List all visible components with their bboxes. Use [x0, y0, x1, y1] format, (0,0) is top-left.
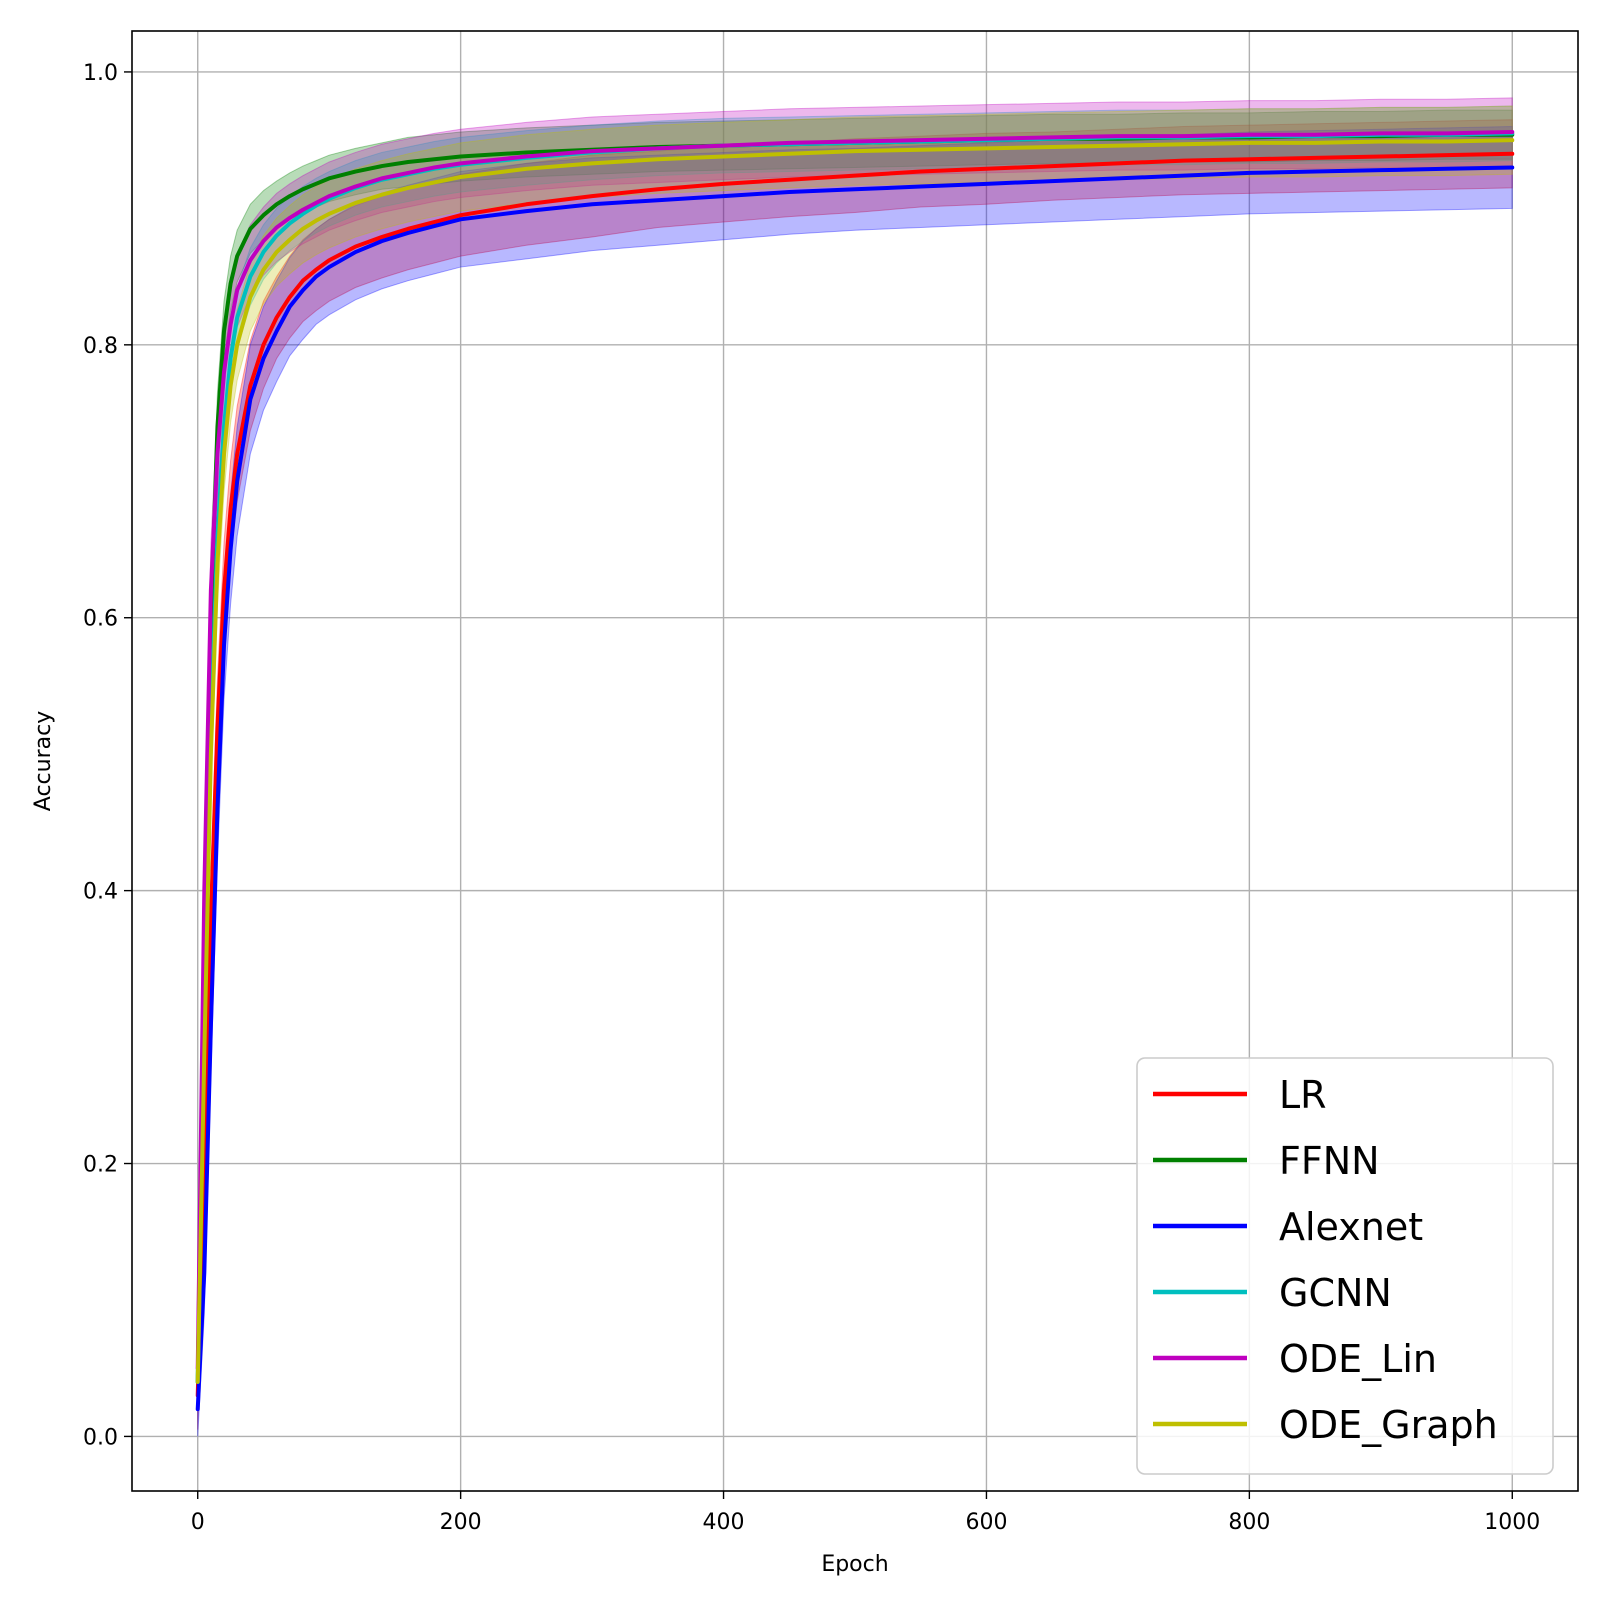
y-tick-label: 1.0	[83, 61, 118, 86]
x-tick-label: 800	[1228, 1510, 1270, 1535]
y-axis-label: Accuracy	[31, 711, 56, 811]
x-tick-label: 1000	[1484, 1510, 1540, 1535]
y-tick-label: 0.8	[83, 334, 118, 359]
x-tick-label: 400	[703, 1510, 745, 1535]
x-tick-label: 200	[440, 1510, 482, 1535]
legend: LR FFNN Alexnet GCNN ODE_Lin ODE_Graph	[1136, 1057, 1554, 1475]
legend-label: LR	[1279, 1073, 1327, 1117]
legend-label: ODE_Graph	[1279, 1403, 1498, 1447]
std-band-alexnet	[197, 125, 1513, 1437]
y-tick-label: 0.0	[83, 1425, 118, 1450]
y-tick-label: 0.6	[83, 607, 118, 632]
series-line-lr	[195, 151, 1515, 1398]
x-tick-label: 0	[191, 1510, 205, 1535]
legend-label: Alexnet	[1279, 1205, 1423, 1249]
y-tick-label: 0.4	[83, 880, 118, 905]
std-bands	[197, 97, 1513, 1437]
std-band-gcnn	[197, 105, 1513, 1410]
series-line-ode_lin	[195, 129, 1515, 1371]
y-tick-label: 0.2	[83, 1153, 118, 1178]
legend-label: ODE_Lin	[1279, 1337, 1437, 1381]
series-line-ode_graph	[195, 138, 1515, 1384]
y-axis-ticks: 0.0 0.2 0.4 0.6 0.8 1.0	[83, 61, 132, 1450]
std-band-ode_graph	[197, 105, 1513, 1410]
std-band-lr	[197, 119, 1513, 1430]
series-lines	[195, 129, 1515, 1412]
x-axis-label: Epoch	[821, 1552, 888, 1577]
x-axis-ticks: 0 200 400 600 800 1000	[191, 1491, 1540, 1535]
x-tick-label: 600	[965, 1510, 1007, 1535]
grid-lines	[132, 31, 1578, 1491]
legend-label: GCNN	[1279, 1271, 1392, 1315]
series-line-alexnet	[195, 165, 1515, 1412]
plot-frame	[131, 30, 1579, 1492]
legend-label: FFNN	[1279, 1139, 1380, 1183]
